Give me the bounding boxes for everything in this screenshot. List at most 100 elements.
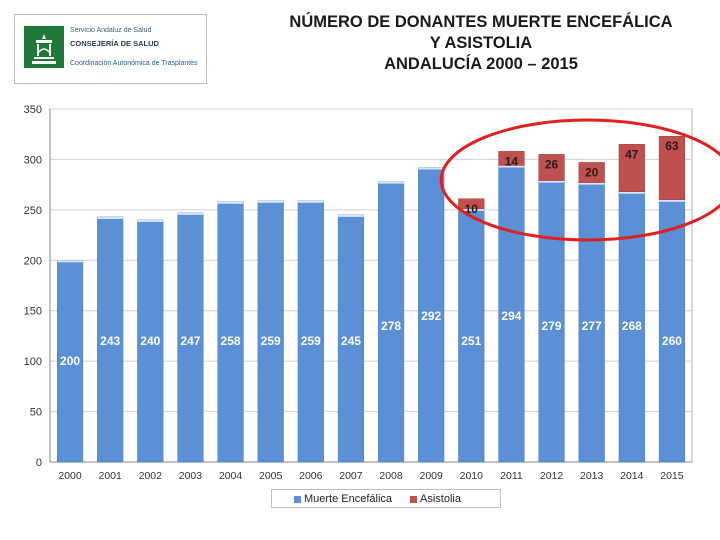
bar-muerte-top-2003 (177, 212, 204, 215)
x-tick-label-2011: 2011 (500, 470, 523, 482)
x-tick-label-2003: 2003 (179, 470, 203, 482)
bar-muerte-2005 (257, 200, 284, 463)
data-label-asistolia-2012: 26 (545, 157, 559, 171)
data-label-muerte-2008: 278 (381, 319, 401, 333)
x-tick-label-2009: 2009 (420, 470, 444, 482)
logo-line-2: CONSEJERÍA DE SALUD (70, 39, 159, 48)
legend-swatch-asistolia (410, 495, 417, 503)
bar-muerte-2010 (458, 208, 485, 463)
chart-legend: Muerte Encefálica Asistolia (271, 489, 501, 508)
y-tick-label-200: 200 (24, 255, 42, 267)
x-tick-label-2014: 2014 (620, 470, 644, 482)
bar-asistolia-2012 (538, 154, 565, 181)
bar-muerte-top-2011 (498, 165, 525, 168)
data-label-muerte-2015: 260 (662, 334, 682, 348)
bar-muerte-top-2009 (418, 167, 445, 170)
y-tick-label-350: 350 (24, 104, 42, 116)
data-label-muerte-2013: 277 (582, 319, 602, 333)
y-tick-label-50: 50 (30, 407, 42, 419)
bar-asistolia-2014 (618, 144, 645, 192)
data-label-muerte-2000: 200 (60, 354, 80, 368)
x-tick-label-2000: 2000 (58, 470, 82, 482)
data-label-muerte-2001: 243 (100, 334, 120, 348)
legend-label-muerte: Muerte Encefálica (304, 493, 393, 505)
data-label-asistolia-2013: 20 (585, 165, 599, 179)
x-tick-label-2015: 2015 (660, 470, 684, 482)
legend-item-muerte: Muerte Encefálica (294, 493, 392, 505)
x-tick-label-2012: 2012 (540, 470, 564, 482)
data-label-asistolia-2014: 47 (625, 147, 639, 161)
chart-title-line-3: ANDALUCÍA 2000 – 2015 (384, 55, 578, 73)
bar-muerte-2015 (658, 199, 686, 463)
logo-line-1: Servicio Andaluz de Salud (70, 27, 152, 34)
bar-muerte-top-2000 (57, 260, 83, 263)
bar-muerte-2000 (56, 260, 84, 463)
bar-asistolia-2011 (498, 151, 525, 166)
legend-item-asistolia: Asistolia (410, 493, 461, 505)
bar-asistolia-2013 (578, 162, 605, 183)
bar-muerte-2008 (377, 181, 405, 463)
bar-muerte-top-2004 (217, 201, 244, 204)
data-label-muerte-2005: 259 (261, 334, 281, 348)
data-label-asistolia-2015: 63 (665, 139, 679, 153)
y-tick-label-0: 0 (36, 457, 42, 469)
x-tick-label-2001: 2001 (99, 470, 123, 482)
bar-muerte-top-2013 (578, 182, 605, 185)
bar-muerte-2007 (337, 214, 365, 463)
bar-muerte-top-2015 (659, 199, 685, 202)
bar-muerte-top-2002 (137, 219, 164, 222)
chart-title-line-2: Y ASISTOLIA (429, 34, 533, 52)
logo-box: Servicio Andaluz de Salud CONSEJERÍA DE … (14, 14, 207, 84)
bar-muerte-top-2008 (378, 181, 404, 184)
data-label-muerte-2010: 251 (461, 334, 481, 348)
x-tick-label-2006: 2006 (299, 470, 323, 482)
bar-muerte-2004 (217, 201, 244, 463)
x-tick-label-2005: 2005 (259, 470, 283, 482)
bar-muerte-2006 (297, 200, 324, 463)
bar-asistolia-2015 (658, 135, 686, 201)
x-tick-label-2013: 2013 (580, 470, 604, 482)
bar-muerte-2002 (137, 219, 164, 463)
data-label-asistolia-2011: 14 (505, 154, 519, 168)
bar-muerte-2003 (177, 212, 204, 463)
data-label-muerte-2007: 245 (341, 334, 361, 348)
data-label-muerte-2014: 268 (622, 319, 642, 333)
x-tick-label-2007: 2007 (339, 470, 363, 482)
bar-muerte-top-2010 (458, 208, 485, 211)
x-tick-label-2008: 2008 (379, 470, 403, 482)
bar-muerte-2013 (578, 182, 605, 463)
data-label-asistolia-2010: 10 (465, 202, 479, 216)
bar-muerte-2011 (498, 165, 525, 463)
y-tick-label-150: 150 (24, 306, 42, 318)
junta-andalucia-logo-icon (24, 26, 64, 68)
legend-swatch-muerte (294, 495, 301, 503)
data-label-muerte-2011: 294 (501, 309, 521, 323)
bar-asistolia-2010 (458, 198, 485, 210)
bar-muerte-2012 (538, 180, 565, 463)
data-label-muerte-2006: 259 (301, 334, 321, 348)
chart-title-line-1: NÚMERO DE DONANTES MUERTE ENCEFÁLICA (289, 13, 673, 31)
x-tick-label-2004: 2004 (219, 470, 243, 482)
bar-muerte-top-2012 (538, 180, 565, 183)
x-tick-label-2002: 2002 (139, 470, 163, 482)
legend-label-asistolia: Asistolia (420, 493, 461, 505)
bar-muerte-top-2014 (618, 191, 645, 194)
chart-title: NÚMERO DE DONANTES MUERTE ENCEFÁLICA Y A… (256, 12, 706, 75)
bar-muerte-2001 (97, 216, 124, 463)
bar-muerte-top-2006 (297, 200, 324, 203)
bar-muerte-top-2005 (257, 200, 284, 203)
data-label-muerte-2003: 247 (180, 334, 200, 348)
data-label-muerte-2009: 292 (421, 309, 441, 323)
bar-muerte-top-2007 (338, 214, 364, 217)
highlight-ellipse (439, 118, 720, 242)
data-label-muerte-2012: 279 (542, 319, 562, 333)
bar-muerte-top-2001 (97, 216, 124, 219)
logo-line-3: Coordinación Autonómica de Trasplantes (70, 60, 198, 67)
data-label-muerte-2002: 240 (140, 334, 160, 348)
y-tick-label-250: 250 (24, 205, 42, 217)
y-tick-label-300: 300 (24, 154, 42, 166)
x-tick-label-2010: 2010 (460, 470, 484, 482)
y-tick-label-100: 100 (24, 356, 42, 368)
data-label-muerte-2004: 258 (221, 334, 241, 348)
